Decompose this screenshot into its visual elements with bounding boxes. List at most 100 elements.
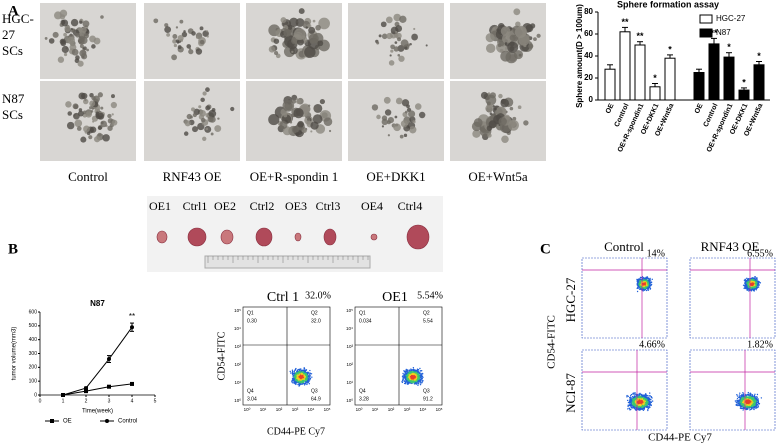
event-dot [652,279,653,280]
event-dot [418,383,419,384]
sphere [315,25,321,31]
event-dot [413,367,414,368]
x-tick-label: 10³ [404,407,411,412]
sphere [67,37,75,45]
percent-label: 14% [647,248,665,259]
significance: * [653,73,657,83]
marker [107,357,111,361]
event-dot [757,281,758,282]
x-tick-label: 4 [131,398,134,404]
micrograph [144,81,240,161]
event-dot [403,379,404,380]
sphere [207,35,209,37]
sphere [510,35,516,41]
sphere [74,119,82,127]
sphere [389,60,395,66]
sphere [320,99,325,104]
x-axis-label: CD44-PE Cy7 [267,426,325,437]
significance: ** [621,17,629,27]
sphere [411,34,418,41]
event-dot [421,380,422,381]
sphere [388,117,394,123]
sphere [53,32,59,38]
event-dot [304,368,305,369]
flow-plot [582,258,667,338]
event-dot [419,380,420,381]
tumor-label: Ctrl4 [398,199,423,213]
event-dot [302,383,303,384]
y-axis-label: CD54-FITC [216,331,227,380]
event-dot [639,281,640,282]
event-dot [412,372,413,373]
x-tick-label: 10⁰ [356,407,363,412]
x-tick-label: 2 [85,398,88,404]
legend-label: OE [63,419,72,425]
sphere [60,41,66,47]
error-bar [607,65,613,69]
event-dot [416,383,417,384]
x-tick-label: 5 [154,398,157,404]
sphere [164,26,171,33]
event-dot [744,280,745,281]
event-dot [294,379,295,380]
sphere [401,120,408,127]
event-dot [301,381,302,382]
sphere [324,117,333,126]
error-bar [726,53,732,57]
event-dot [297,384,298,385]
x-tick-label: 10⁵ [324,407,331,412]
x-tick-label: 10¹ [372,407,379,412]
sphere [191,107,195,111]
flow-plot [690,258,775,338]
sphere [202,137,206,141]
event-dot [414,374,415,375]
sphere [214,125,221,132]
bar [650,87,660,100]
event-dot [298,379,299,380]
sphere [205,105,210,110]
quadrant-name: Q4 [247,388,254,394]
sphere [492,27,495,30]
sphere [199,110,206,117]
marker [130,382,134,386]
sphere [388,134,390,136]
quadrant-name: Q3 [423,388,430,394]
event-dot [639,279,640,280]
quadrant-name: Q2 [423,310,430,316]
event-dot [304,369,305,370]
chart-title: Sphere formation assay [617,0,719,9]
significance: * [727,42,731,52]
micrograph-bg [348,81,444,161]
event-dot [415,383,416,384]
event-dot [637,285,638,286]
column-label: Control [604,239,644,254]
event-dot [751,279,752,280]
sphere [533,37,537,41]
event-dot [751,285,752,286]
legend-marker [105,419,109,423]
quadrant-value: 0.034 [359,318,372,324]
sphere [212,108,216,112]
event-dot [643,279,644,280]
event-dot [627,400,628,401]
event-dot [637,283,638,284]
event-dot [301,373,302,374]
sphere [198,105,201,108]
panel-label: C [540,241,551,257]
event-dot [402,376,403,377]
event-dot [306,369,307,370]
event-dot [406,383,407,384]
sphere [71,28,73,30]
event-dot [648,279,649,280]
sphere [486,44,495,53]
bar [739,90,749,100]
sphere [196,36,199,39]
event-dot [409,371,410,372]
x-tick-label: 10¹ [260,407,267,412]
x-tick-label: 10² [388,407,395,412]
event-dot [307,382,308,383]
event-dot [408,370,409,371]
tumor [324,229,336,245]
sphere [78,36,85,43]
sphere [171,54,177,60]
